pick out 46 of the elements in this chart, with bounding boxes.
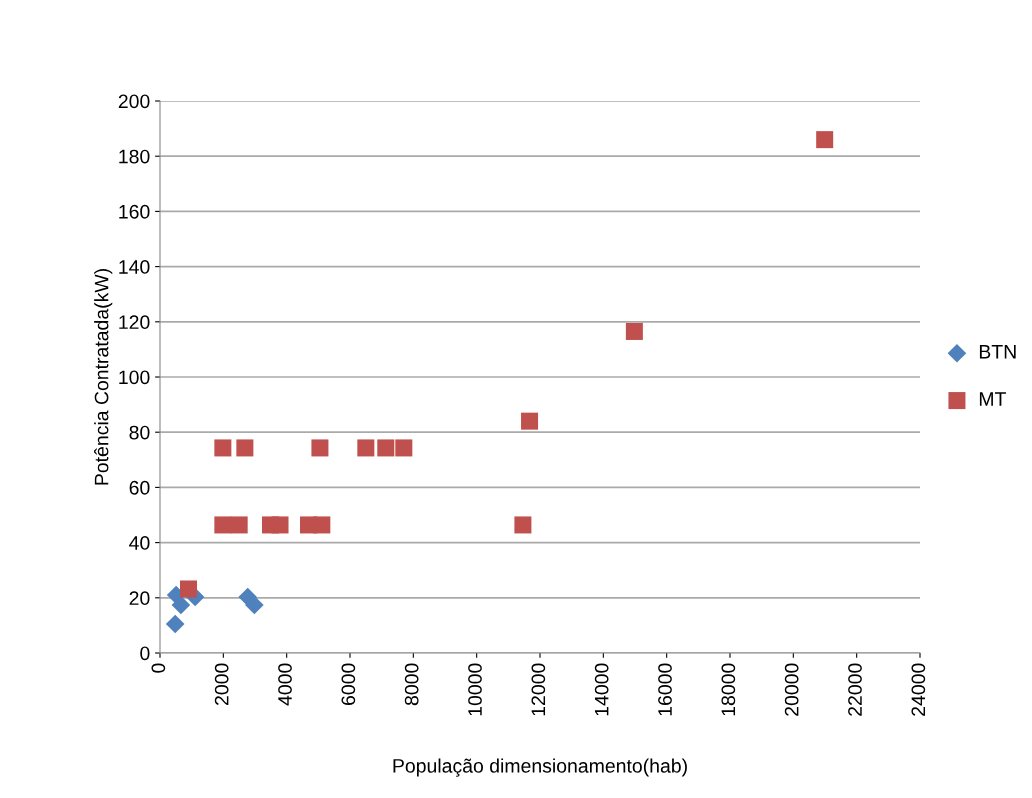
legend-label: MT: [979, 392, 1006, 406]
y-tick-label: 160: [119, 204, 150, 219]
point: [816, 131, 834, 149]
x-tick-label: 20000: [784, 663, 799, 716]
point: [165, 614, 185, 634]
point: [521, 412, 539, 430]
y-axis-title: Potência Contratada(kW): [94, 269, 113, 485]
point: [230, 516, 248, 534]
x-tick-label: 24000: [911, 663, 926, 716]
y-tick-label: 100: [119, 370, 150, 385]
x-tick-label: 14000: [594, 663, 609, 716]
x-tick-label: 6000: [341, 663, 356, 705]
point: [311, 439, 329, 457]
x-tick-label: 8000: [404, 663, 419, 706]
x-tick-label: 12000: [531, 663, 546, 716]
point: [214, 516, 232, 534]
point: [625, 322, 643, 340]
y-tick-label: 20: [129, 591, 150, 606]
y-tick-label: 140: [119, 260, 150, 274]
point: [271, 516, 289, 534]
x-tick-label: 0: [151, 663, 166, 673]
y-tick-label: 60: [129, 480, 150, 495]
point: [179, 580, 198, 598]
y-tick-label: 80: [129, 425, 150, 440]
point: [514, 516, 532, 534]
point: [357, 439, 375, 457]
y-tick-label: 200: [118, 94, 150, 109]
y-tick-label: 40: [129, 536, 150, 550]
x-tick-label: 22000: [848, 663, 862, 716]
x-axis-title: População dimensionamento(hab): [393, 758, 687, 777]
point: [214, 439, 232, 457]
x-tick-label: 10000: [468, 663, 482, 716]
legend-label: BTN: [979, 345, 1016, 359]
y-tick-label: 0: [140, 646, 150, 661]
x-tick-label: 18000: [721, 663, 736, 716]
x-tick-label: 4000: [278, 663, 292, 706]
point: [313, 516, 331, 534]
point: [377, 439, 395, 457]
y-tick-label: 120: [119, 315, 150, 330]
y-tick-label: 180: [119, 149, 150, 164]
point: [395, 439, 413, 457]
x-tick-label: 16000: [658, 663, 672, 716]
x-tick-label: 2000: [214, 663, 229, 705]
point: [236, 439, 254, 457]
point: [171, 595, 191, 615]
point: [245, 595, 264, 615]
